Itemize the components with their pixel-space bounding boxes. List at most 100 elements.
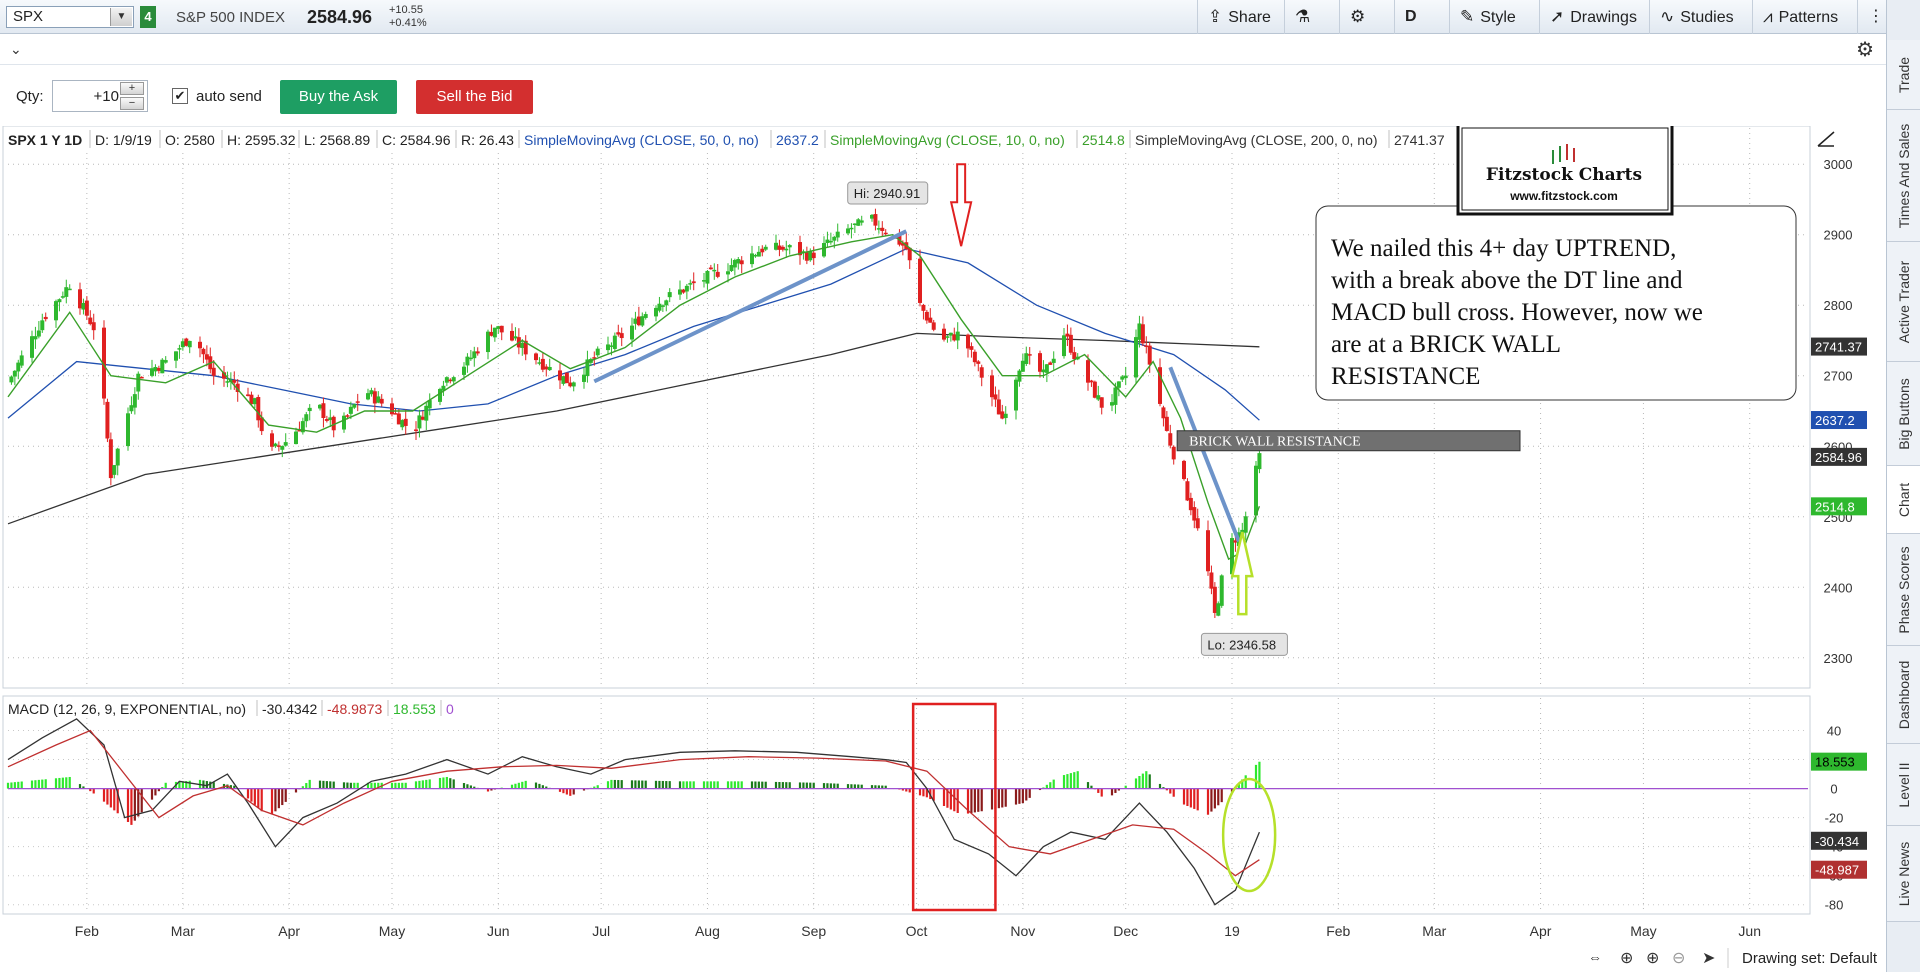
candle-body <box>753 254 758 257</box>
candle-body <box>1212 586 1217 613</box>
green-up-arrow-icon[interactable] <box>1230 531 1254 616</box>
buy-ask-button[interactable]: Buy the Ask <box>280 80 397 114</box>
auto-send-checkbox[interactable]: ✔ <box>172 88 188 104</box>
scroll-icon[interactable]: ⇔ <box>1588 949 1602 965</box>
candle-body <box>585 359 590 377</box>
high-marker: Hi: 2940.91 <box>847 181 929 205</box>
tab-level-ii[interactable]: Level II <box>1887 744 1920 826</box>
candle-body <box>115 448 120 466</box>
macd-avg-badge-text: -48.987 <box>1815 863 1859 878</box>
time-tick-label: Jul <box>592 923 610 939</box>
share-button[interactable]: ⇪ Share <box>1197 0 1283 34</box>
candle-body <box>369 390 374 395</box>
style-button[interactable]: ✎ Style <box>1449 0 1538 34</box>
uptrend-line[interactable] <box>593 229 908 384</box>
candle-body <box>739 260 744 265</box>
candle-body <box>280 446 285 450</box>
time-tick-label: Dec <box>1113 923 1138 939</box>
candle-body <box>1219 575 1224 606</box>
candle-body <box>856 219 861 226</box>
candle-body <box>804 252 809 261</box>
candle-body <box>64 287 69 297</box>
candle-body <box>270 433 274 447</box>
tab-times-and-sales[interactable]: Times And Sales <box>1887 110 1920 242</box>
downtrend-line[interactable] <box>1168 366 1241 543</box>
candle-body <box>537 362 542 364</box>
brick-wall-resistance[interactable]: BRICK WALL RESISTANCE <box>1176 430 1521 452</box>
flask-button[interactable]: ⚗ <box>1284 0 1338 34</box>
candle-body <box>859 220 864 223</box>
candle-body <box>1000 411 1005 419</box>
macd-axis: 40200-20-40-60-80 <box>1825 724 1844 913</box>
macd-highlight-box[interactable] <box>911 702 997 912</box>
macd-diff-value: 18.553 <box>393 701 436 717</box>
chevron-down-icon[interactable]: ⌄ <box>10 41 22 57</box>
net-change: +10.55 +0.41% <box>389 4 427 30</box>
candle-body <box>928 317 933 323</box>
sma200-line <box>7 332 1260 525</box>
macd-signal-line <box>7 729 1260 877</box>
patterns-button[interactable]: ⩘ Patterns <box>1752 0 1856 34</box>
link-group-badge[interactable]: 4 <box>140 6 156 28</box>
macd-label[interactable]: MACD (12, 26, 9, EXPONENTIAL, no) <box>8 701 246 717</box>
sma200-badge-text: 2741.37 <box>1815 340 1862 355</box>
candle-body <box>520 342 525 349</box>
candle-body <box>513 336 518 339</box>
candle-body <box>400 420 405 428</box>
candle-body <box>273 443 278 447</box>
sell-bid-button[interactable]: Sell the Bid <box>416 80 533 114</box>
qty-stepper[interactable]: + − <box>120 82 144 110</box>
tab-active-trader[interactable]: Active Trader <box>1887 242 1920 362</box>
drawings-button[interactable]: ➚ Drawings <box>1539 0 1648 34</box>
zoom-out-icon[interactable]: ⊖ <box>1672 950 1685 967</box>
tab-big-buttons[interactable]: Big Buttons <box>1887 362 1920 466</box>
period-button[interactable]: D <box>1394 0 1448 34</box>
crosshair-icon[interactable]: ⊕ <box>1620 950 1633 967</box>
zoom-in-icon[interactable]: ⊕ <box>1646 950 1659 967</box>
tab-chart[interactable]: Chart <box>1887 466 1920 534</box>
tab-phase-scores[interactable]: Phase Scores <box>1887 534 1920 646</box>
plus-icon[interactable]: + <box>120 82 144 95</box>
candle-body <box>952 334 957 341</box>
analysis-note[interactable]: We nailed this 4+ day UPTREND, with a br… <box>1315 205 1797 401</box>
candle-body <box>249 394 254 405</box>
candle-body <box>657 303 662 311</box>
candle-body <box>36 330 41 337</box>
studies-button[interactable]: ∿ Studies <box>1649 0 1751 34</box>
candle-body <box>276 445 281 447</box>
minus-icon[interactable]: − <box>120 97 144 110</box>
sma50-value: 2637.2 <box>776 132 819 148</box>
red-down-arrow-icon[interactable] <box>949 163 973 247</box>
pointer-icon[interactable]: ➤ <box>1702 950 1715 967</box>
candle-body <box>835 231 840 238</box>
sma10-label[interactable]: SimpleMovingAvg (CLOSE, 10, 0, no) <box>830 132 1065 148</box>
gear-icon[interactable]: ⚙ <box>1856 39 1874 61</box>
macd-value-badge <box>1811 831 1867 850</box>
chart-area[interactable]: 2300 2400 2500 2600 2700 2800 2900 3000 Feb Mar A… <box>0 126 1886 972</box>
macd-bull-cross-circle[interactable] <box>1221 777 1277 893</box>
time-axis: Feb Mar Apr May Jun Jul Aug Sep Oct Nov Dec 19 Feb Ma… <box>75 923 1761 939</box>
tab-trade[interactable]: Trade <box>1887 40 1920 110</box>
symbol-selector[interactable]: SPX ▼ <box>6 6 134 28</box>
sma10-badge <box>1811 497 1867 516</box>
tab-dashboard[interactable]: Dashboard <box>1887 646 1920 744</box>
candle-body <box>1113 387 1118 405</box>
tab-live-news[interactable]: Live News <box>1887 826 1920 922</box>
chevron-down-icon[interactable]: ▼ <box>110 8 132 26</box>
candle-body <box>705 270 710 284</box>
more-menu-button[interactable]: ⋮ <box>1857 0 1886 34</box>
candle-body <box>129 405 134 412</box>
trade-bar: Qty: +10 + − ✔ auto send Buy the Ask Sel… <box>0 66 1886 126</box>
drawing-tool-icon[interactable] <box>1814 128 1838 150</box>
settings-button[interactable]: ⚙ <box>1339 0 1393 34</box>
candle-body <box>636 316 641 326</box>
drawing-set-label[interactable]: Drawing set: Default <box>1742 950 1878 967</box>
candle-body <box>139 376 144 379</box>
sma50-label[interactable]: SimpleMovingAvg (CLOSE, 50, 0, no) <box>524 132 759 148</box>
candle-body <box>897 233 902 245</box>
sma200-label[interactable]: SimpleMovingAvg (CLOSE, 200, 0, no) <box>1135 132 1378 148</box>
candle-body <box>612 335 617 349</box>
candle-body <box>403 418 408 426</box>
